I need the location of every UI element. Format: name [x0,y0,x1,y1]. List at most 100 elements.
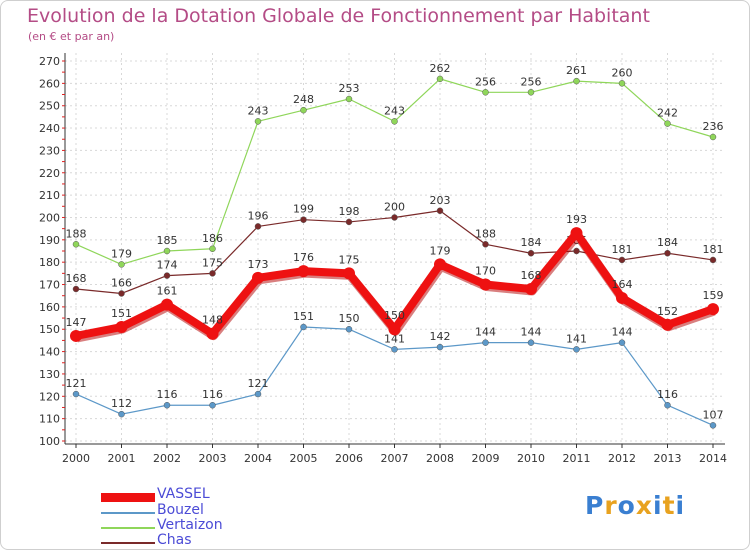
x-tick-label: 2005 [290,452,318,465]
data-label-vassel: 150 [384,309,405,322]
y-tick-label: 210 [39,189,60,202]
data-label-bouzel: 150 [339,312,360,325]
data-label-vassel: 164 [612,278,633,291]
data-label-vertaizon: 261 [566,64,587,77]
data-label-chas: 168 [66,272,87,285]
data-label-vassel: 152 [657,305,678,318]
data-label-chas: 175 [202,256,223,269]
data-point-vertaizon [163,247,171,255]
y-tick-label: 250 [39,100,60,113]
y-tick-label: 120 [39,390,60,403]
data-point-chas [709,256,717,264]
data-label-vassel: 168 [521,269,542,282]
data-point-vassel [707,303,719,316]
data-point-vassel [616,291,628,304]
y-tick-label: 230 [39,144,60,157]
data-label-vassel: 161 [157,285,178,298]
legend-swatch-vertaizon [101,527,155,529]
data-point-bouzel [209,401,216,409]
x-tick-label: 2011 [563,452,591,465]
data-label-vertaizon: 186 [202,232,223,245]
data-point-vertaizon [664,120,671,127]
data-point-chas [254,223,262,230]
data-point-vertaizon [118,261,125,268]
data-point-vassel [297,265,310,278]
data-label-vassel: 173 [248,258,269,271]
data-point-chas [573,247,580,255]
data-label-chas: 181 [703,243,724,256]
data-label-bouzel: 141 [384,332,405,345]
x-tick-label: 2007 [381,452,409,465]
data-label-chas: 181 [612,243,633,256]
x-tick-label: 2003 [199,452,227,465]
data-label-vertaizon: 243 [384,104,405,117]
data-label-chas: 203 [430,194,451,207]
logo-letter: t [662,491,676,520]
chart-title: Evolution de la Dotation Globale de Fonc… [27,5,650,27]
x-tick-label: 2013 [654,452,682,465]
data-point-vassel [70,329,82,342]
data-point-chas [391,214,398,221]
data-label-bouzel: 116 [157,388,178,401]
data-label-bouzel: 151 [293,310,314,323]
data-point-vertaizon [391,118,398,125]
data-point-chas [209,270,216,277]
data-point-bouzel [254,390,262,398]
x-tick-label: 2006 [335,452,363,465]
data-label-vertaizon: 242 [657,107,678,120]
data-point-chas [482,241,489,248]
data-point-vassel [161,298,173,311]
y-tick-label: 180 [39,256,60,269]
data-point-bouzel [345,325,353,333]
data-label-bouzel: 121 [66,377,87,390]
x-tick-label: 2002 [153,452,181,465]
data-label-vassel: 148 [202,314,223,327]
y-tick-label: 110 [39,413,60,426]
y-tick-label: 200 [39,211,60,224]
data-point-vertaizon [482,89,489,96]
data-point-chas [664,249,671,257]
data-label-vertaizon: 260 [612,66,633,79]
x-tick-label: 2010 [517,452,545,465]
y-tick-label: 260 [39,77,60,90]
data-point-bouzel [482,339,489,346]
data-point-vertaizon [709,133,717,141]
data-point-vertaizon [527,89,535,96]
data-label-vassel: 193 [566,213,587,226]
y-tick-label: 240 [39,122,60,135]
data-point-bouzel [72,390,80,398]
data-label-chas: 199 [293,203,314,216]
data-label-vertaizon: 262 [430,62,451,75]
data-label-chas: 198 [339,205,360,218]
x-tick-label: 2014 [699,452,727,465]
y-tick-label: 130 [39,368,60,381]
data-point-vassel [388,323,401,336]
data-label-bouzel: 144 [521,326,542,339]
data-label-vassel: 176 [293,251,314,264]
x-tick-label: 2000 [62,452,90,465]
logo-letter: x [635,491,653,520]
data-point-vertaizon [72,241,80,248]
data-point-vassel [343,267,355,280]
data-label-vassel: 179 [430,244,451,257]
data-point-vassel [479,278,492,291]
data-label-chas: 174 [157,259,178,272]
x-tick-label: 2001 [108,452,136,465]
data-point-bouzel [118,410,125,418]
data-point-bouzel [709,422,717,429]
data-label-bouzel: 121 [248,377,269,390]
data-point-vertaizon [573,77,580,85]
data-label-bouzel: 142 [430,330,451,343]
data-point-vertaizon [436,75,444,83]
y-tick-label: 150 [39,323,60,336]
data-label-vassel: 151 [111,307,132,320]
data-point-chas [300,216,307,223]
legend-swatch-bouzel [101,512,155,514]
logo-letter: o [617,491,636,520]
data-point-vassel [661,318,674,331]
logo-letter: P [585,491,605,520]
logo-letter: i [653,491,663,520]
data-label-bouzel: 116 [202,388,223,401]
data-point-chas [118,290,125,297]
